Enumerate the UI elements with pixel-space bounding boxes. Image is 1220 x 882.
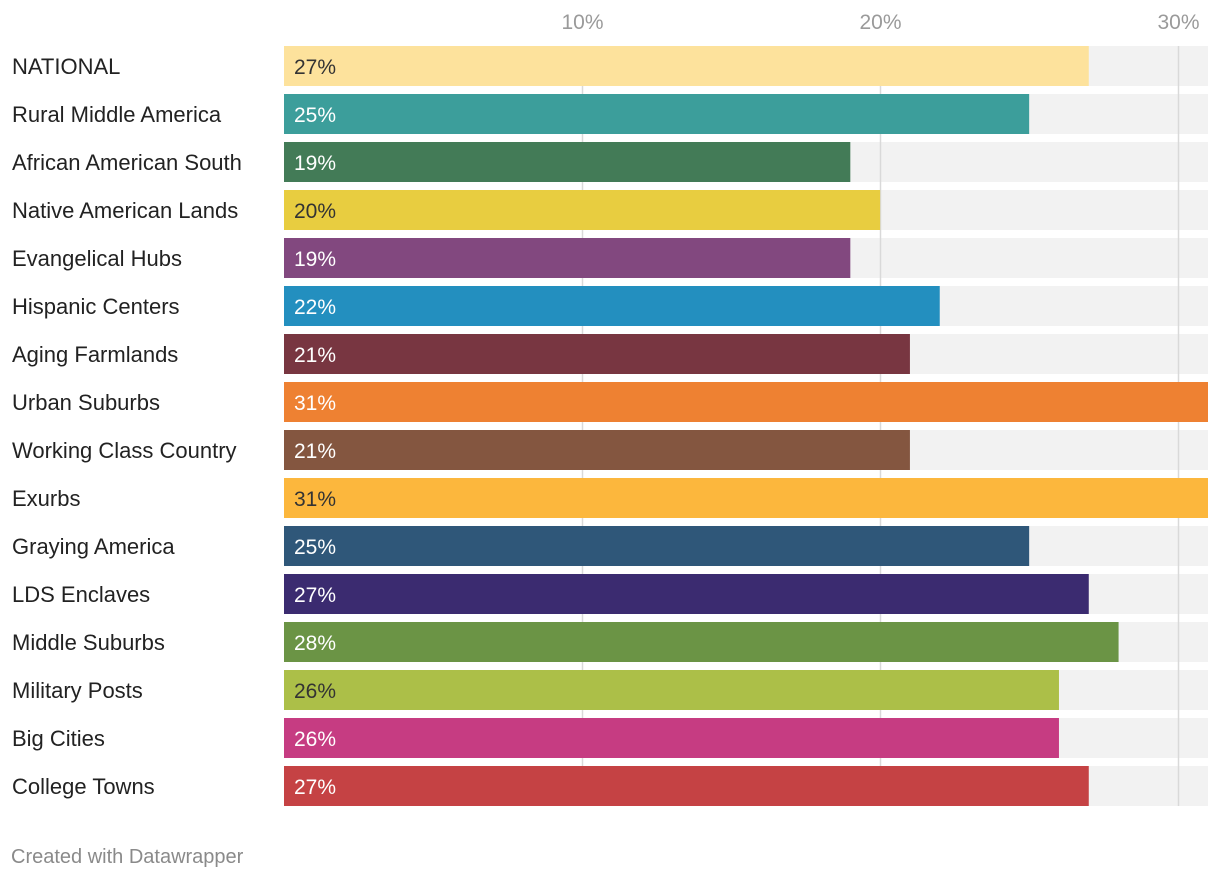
bar <box>284 94 1030 134</box>
category-label: College Towns <box>12 774 155 799</box>
value-label: 26% <box>294 728 336 751</box>
value-label: 26% <box>294 680 336 703</box>
bar <box>284 286 940 326</box>
value-label: 27% <box>294 584 336 607</box>
labels: 10% 20% 30% NATIONAL 27% Rural Middle America… <box>12 11 1200 799</box>
value-label: 25% <box>294 536 336 559</box>
category-label: Military Posts <box>12 678 143 703</box>
bar <box>284 622 1119 662</box>
x-tick-label: 10% <box>561 11 603 34</box>
value-label: 31% <box>294 488 336 511</box>
bar <box>284 766 1089 806</box>
category-label: Urban Suburbs <box>12 390 160 415</box>
value-label: 27% <box>294 56 336 79</box>
value-label: 28% <box>294 632 336 655</box>
x-tick-label: 30% <box>1157 11 1199 34</box>
data-bars <box>284 46 1208 806</box>
bar <box>284 334 910 374</box>
category-label: NATIONAL <box>12 54 120 79</box>
category-label: Aging Farmlands <box>12 342 178 367</box>
category-label: Rural Middle America <box>12 102 222 127</box>
bar <box>284 142 851 182</box>
value-label: 21% <box>294 440 336 463</box>
bar <box>284 430 910 470</box>
value-label: 21% <box>294 344 336 367</box>
bar <box>284 718 1059 758</box>
category-label: Native American Lands <box>12 198 238 223</box>
category-label: African American South <box>12 150 242 175</box>
datawrapper-credit[interactable]: Created with Datawrapper <box>11 846 244 868</box>
value-label: 31% <box>294 392 336 415</box>
bar <box>284 526 1030 566</box>
value-label: 20% <box>294 200 336 223</box>
category-label: Working Class Country <box>12 438 237 463</box>
category-label: Exurbs <box>12 486 80 511</box>
bar <box>284 382 1208 422</box>
value-label: 22% <box>294 296 336 319</box>
bar <box>284 238 851 278</box>
category-label: Graying America <box>12 534 175 559</box>
value-label: 19% <box>294 152 336 175</box>
bar <box>284 574 1089 614</box>
value-label: 19% <box>294 248 336 271</box>
bar <box>284 190 881 230</box>
value-label: 27% <box>294 776 336 799</box>
category-label: Middle Suburbs <box>12 630 165 655</box>
category-label: Big Cities <box>12 726 105 751</box>
category-label: Evangelical Hubs <box>12 246 182 271</box>
x-tick-label: 20% <box>859 11 901 34</box>
bar <box>284 46 1089 86</box>
bar <box>284 670 1059 710</box>
bar <box>284 478 1208 518</box>
category-label: Hispanic Centers <box>12 294 180 319</box>
value-label: 25% <box>294 104 336 127</box>
category-label: LDS Enclaves <box>12 582 150 607</box>
